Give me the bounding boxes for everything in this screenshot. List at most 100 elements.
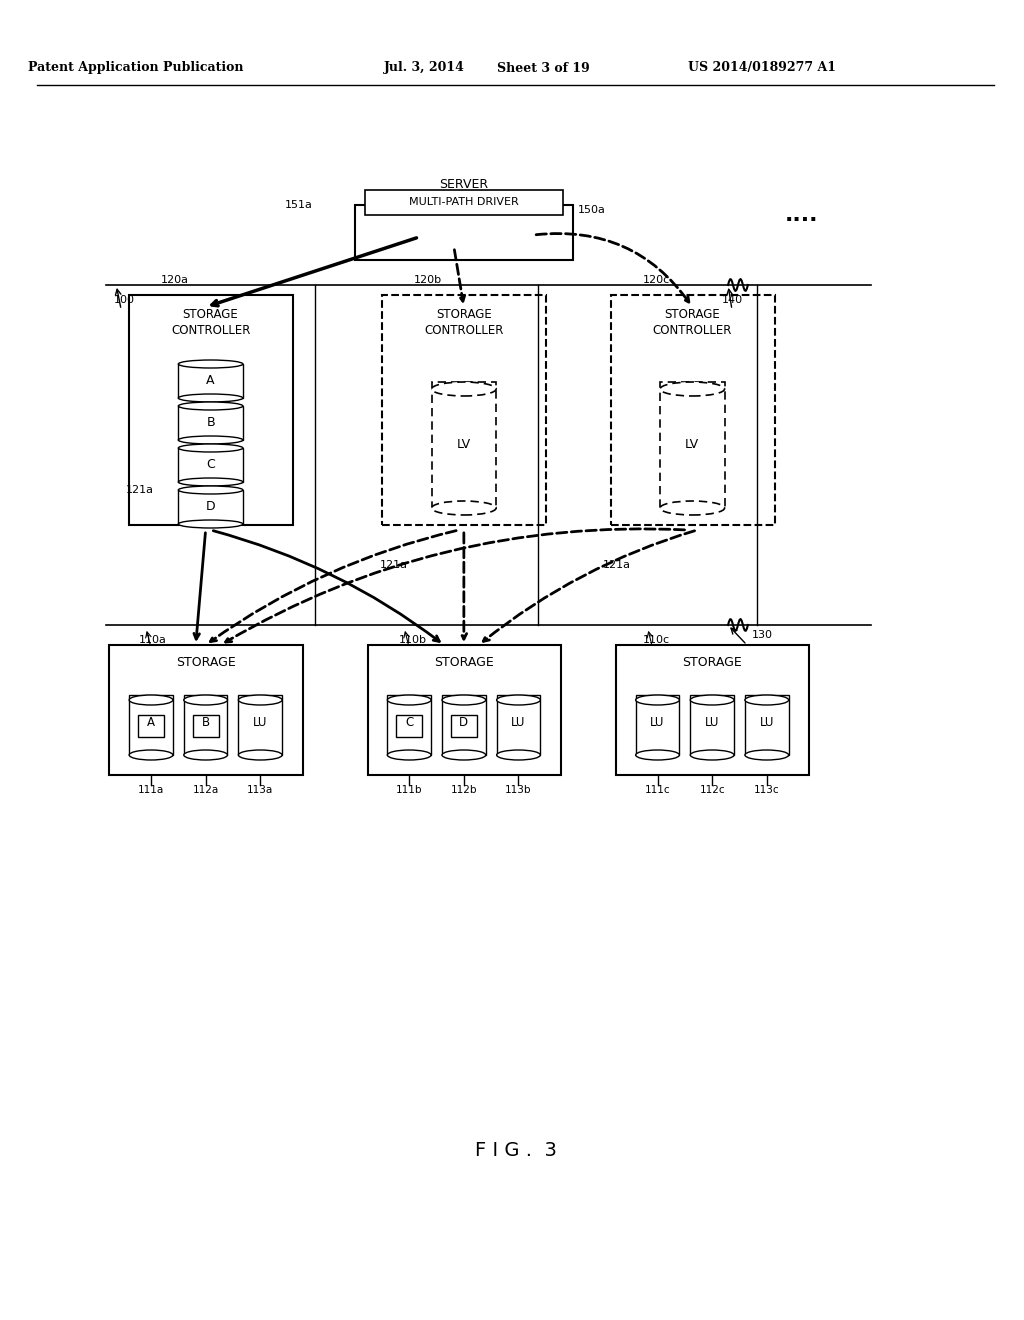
Ellipse shape	[178, 520, 243, 528]
Text: CONTROLLER: CONTROLLER	[424, 323, 504, 337]
Ellipse shape	[497, 696, 541, 705]
Text: D: D	[460, 715, 468, 729]
Text: STORAGE: STORAGE	[682, 656, 742, 669]
FancyBboxPatch shape	[497, 696, 541, 755]
Ellipse shape	[387, 750, 431, 760]
FancyBboxPatch shape	[451, 715, 477, 737]
Ellipse shape	[636, 750, 679, 760]
Text: LU: LU	[760, 715, 774, 729]
Text: C: C	[406, 715, 414, 729]
Text: 120b: 120b	[414, 275, 442, 285]
Ellipse shape	[129, 750, 173, 760]
Text: 110a: 110a	[139, 635, 167, 645]
Ellipse shape	[442, 696, 485, 705]
Text: STORAGE: STORAGE	[434, 656, 494, 669]
FancyBboxPatch shape	[636, 696, 679, 755]
Ellipse shape	[239, 696, 282, 705]
FancyBboxPatch shape	[178, 407, 243, 440]
Ellipse shape	[690, 696, 734, 705]
FancyBboxPatch shape	[382, 294, 546, 525]
FancyBboxPatch shape	[178, 490, 243, 524]
Text: C: C	[206, 458, 215, 471]
Text: Patent Application Publication: Patent Application Publication	[29, 62, 244, 74]
Text: STORAGE: STORAGE	[665, 309, 720, 322]
Ellipse shape	[660, 502, 725, 515]
Text: SERVER: SERVER	[439, 178, 488, 191]
FancyBboxPatch shape	[660, 381, 725, 508]
Text: 113c: 113c	[754, 785, 779, 795]
Text: 150a: 150a	[579, 205, 606, 215]
FancyBboxPatch shape	[744, 696, 788, 755]
Text: 110b: 110b	[399, 635, 427, 645]
FancyBboxPatch shape	[615, 645, 810, 775]
Ellipse shape	[178, 393, 243, 403]
Text: 140: 140	[722, 294, 743, 305]
Text: LU: LU	[511, 715, 525, 729]
Ellipse shape	[178, 436, 243, 444]
Ellipse shape	[178, 444, 243, 451]
Ellipse shape	[744, 750, 788, 760]
Text: LU: LU	[253, 715, 267, 729]
Ellipse shape	[636, 696, 679, 705]
Text: 151a: 151a	[285, 201, 313, 210]
FancyBboxPatch shape	[690, 696, 734, 755]
Text: 111a: 111a	[138, 785, 164, 795]
Text: STORAGE: STORAGE	[436, 309, 492, 322]
Text: 112a: 112a	[193, 785, 219, 795]
Text: 113b: 113b	[505, 785, 531, 795]
Text: MULTI-PATH DRIVER: MULTI-PATH DRIVER	[409, 197, 519, 207]
Text: 112c: 112c	[699, 785, 725, 795]
Ellipse shape	[239, 750, 282, 760]
Text: Sheet 3 of 19: Sheet 3 of 19	[497, 62, 590, 74]
Text: LU: LU	[650, 715, 665, 729]
FancyBboxPatch shape	[239, 696, 282, 755]
FancyBboxPatch shape	[611, 294, 775, 525]
Text: LV: LV	[457, 438, 471, 451]
Ellipse shape	[690, 750, 734, 760]
Ellipse shape	[178, 403, 243, 411]
FancyBboxPatch shape	[129, 696, 173, 755]
Text: 111c: 111c	[645, 785, 671, 795]
Ellipse shape	[129, 696, 173, 705]
Text: 120c: 120c	[643, 275, 670, 285]
Text: US 2014/0189277 A1: US 2014/0189277 A1	[688, 62, 836, 74]
Text: D: D	[206, 500, 215, 513]
FancyBboxPatch shape	[129, 294, 293, 525]
Text: STORAGE: STORAGE	[182, 309, 239, 322]
Ellipse shape	[183, 750, 227, 760]
FancyBboxPatch shape	[387, 696, 431, 755]
Ellipse shape	[431, 502, 497, 515]
Ellipse shape	[387, 696, 431, 705]
Text: LV: LV	[685, 438, 699, 451]
FancyBboxPatch shape	[193, 715, 218, 737]
Text: CONTROLLER: CONTROLLER	[171, 323, 250, 337]
FancyBboxPatch shape	[183, 696, 227, 755]
Text: 121a: 121a	[603, 560, 631, 570]
Text: 130: 130	[752, 630, 773, 640]
Ellipse shape	[178, 486, 243, 494]
FancyBboxPatch shape	[442, 696, 485, 755]
Ellipse shape	[183, 696, 227, 705]
FancyBboxPatch shape	[354, 205, 573, 260]
Text: 110c: 110c	[643, 635, 670, 645]
Text: Jul. 3, 2014: Jul. 3, 2014	[384, 62, 465, 74]
Ellipse shape	[660, 381, 725, 396]
FancyBboxPatch shape	[110, 645, 303, 775]
FancyBboxPatch shape	[178, 447, 243, 482]
Ellipse shape	[178, 360, 243, 368]
Text: 112b: 112b	[451, 785, 477, 795]
Text: 120a: 120a	[161, 275, 189, 285]
Ellipse shape	[178, 478, 243, 486]
Text: 113a: 113a	[247, 785, 273, 795]
Text: 100: 100	[115, 294, 135, 305]
Text: A: A	[207, 375, 215, 388]
Text: B: B	[206, 417, 215, 429]
Text: 121a: 121a	[380, 560, 408, 570]
FancyBboxPatch shape	[365, 190, 563, 215]
Ellipse shape	[744, 696, 788, 705]
Text: 111b: 111b	[396, 785, 423, 795]
Ellipse shape	[431, 381, 497, 396]
Text: B: B	[202, 715, 210, 729]
FancyBboxPatch shape	[396, 715, 422, 737]
Text: STORAGE: STORAGE	[176, 656, 236, 669]
